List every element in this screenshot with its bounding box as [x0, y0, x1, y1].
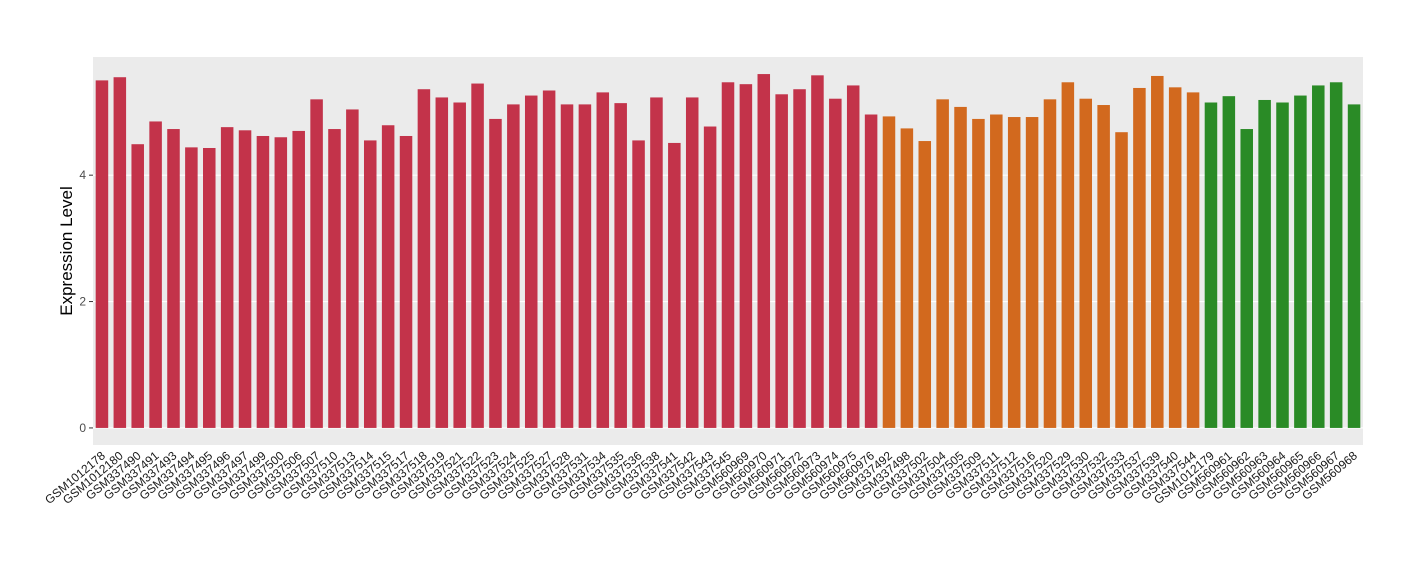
bar — [1329, 82, 1343, 428]
bar — [274, 137, 288, 428]
bar — [524, 95, 538, 428]
bar — [113, 77, 127, 428]
bar — [417, 89, 431, 428]
bar — [829, 98, 842, 428]
bar — [1204, 102, 1218, 428]
bar — [381, 125, 395, 428]
bar — [1294, 95, 1307, 428]
y-tick-label: 4 — [79, 168, 86, 182]
y-axis-label: Expression Level — [57, 186, 76, 315]
bar — [238, 130, 252, 428]
bar — [1097, 105, 1110, 428]
bar — [739, 84, 753, 428]
bar — [1043, 99, 1057, 428]
bar — [1276, 102, 1289, 428]
bar — [471, 83, 484, 428]
bar — [363, 140, 377, 428]
y-tick-label: 0 — [79, 421, 86, 435]
bar — [1168, 87, 1182, 428]
bar — [954, 106, 967, 428]
bar — [1007, 117, 1021, 428]
bar — [167, 129, 180, 428]
bar — [721, 82, 735, 428]
bar — [918, 141, 932, 428]
bar — [507, 104, 520, 428]
bar — [811, 75, 824, 428]
bar — [972, 118, 985, 428]
bar — [435, 97, 449, 428]
bar — [489, 118, 502, 428]
y-tick-label: 2 — [79, 295, 86, 309]
bar — [614, 103, 627, 428]
bar — [560, 104, 574, 428]
bar — [1115, 132, 1128, 428]
bar — [399, 135, 413, 428]
bar — [596, 92, 610, 428]
bar — [1258, 99, 1271, 428]
bar — [793, 89, 806, 428]
bar — [149, 121, 162, 428]
bar — [1133, 87, 1146, 428]
bar — [846, 85, 860, 428]
bar — [990, 114, 1003, 428]
bar — [220, 127, 234, 428]
bar — [453, 102, 466, 428]
bar — [775, 94, 788, 428]
bar — [346, 109, 359, 428]
bar — [1079, 98, 1093, 428]
bar — [95, 80, 109, 428]
bar — [1222, 96, 1236, 428]
bar — [882, 116, 896, 428]
bar — [864, 114, 878, 428]
bar — [650, 97, 663, 428]
bar — [668, 142, 681, 428]
bar — [632, 140, 645, 428]
bar — [900, 128, 914, 428]
bar — [131, 144, 144, 428]
bar — [1240, 129, 1253, 428]
bar — [185, 147, 198, 428]
bar — [1312, 85, 1325, 428]
bar — [542, 90, 556, 428]
bar — [328, 129, 341, 428]
bar — [1186, 92, 1200, 428]
bar — [1025, 117, 1039, 428]
bar — [310, 99, 323, 428]
bar — [703, 126, 717, 428]
bar — [1061, 82, 1075, 428]
bar — [685, 97, 699, 428]
bar — [256, 135, 270, 428]
bar — [292, 130, 305, 428]
bar — [757, 74, 771, 428]
bar — [1347, 104, 1361, 428]
bar — [203, 147, 216, 428]
bar — [578, 104, 592, 428]
bar — [1151, 75, 1164, 428]
bar — [936, 99, 949, 428]
